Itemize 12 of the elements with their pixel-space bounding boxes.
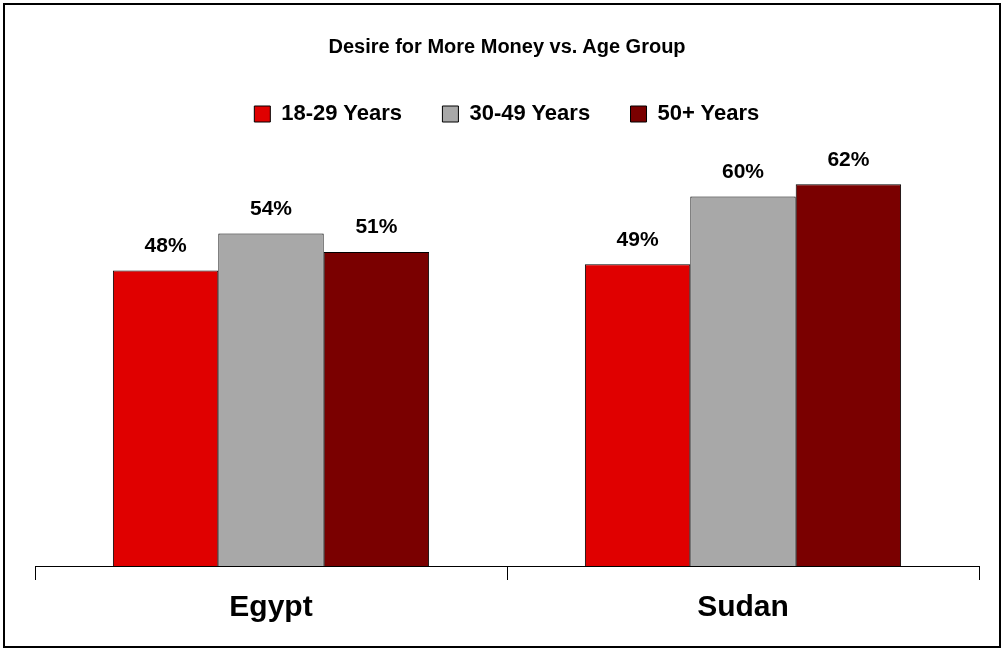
- data-label: 62%: [827, 146, 870, 170]
- legend-label: 50+ Years: [657, 100, 760, 126]
- data-label: 60%: [721, 158, 765, 182]
- data-label: 54%: [249, 195, 293, 219]
- data-label: 49%: [616, 226, 659, 250]
- legend-label: 18-29 Years: [281, 100, 403, 126]
- data-label: 51%: [355, 214, 398, 238]
- x-tick-label: Egypt: [229, 589, 313, 623]
- legend-label: 30-49 Years: [469, 100, 591, 126]
- chart-title: Desire for More Money vs. Age Group: [328, 34, 686, 57]
- data-label: 48%: [144, 232, 187, 256]
- x-tick-label: Sudan: [697, 589, 789, 623]
